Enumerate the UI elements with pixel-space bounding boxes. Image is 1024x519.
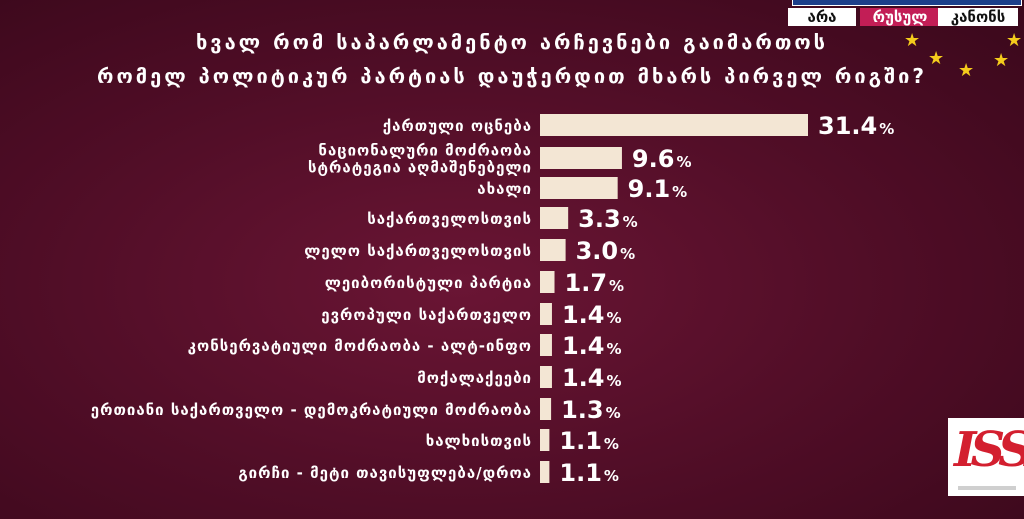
bar-7 bbox=[540, 303, 552, 325]
value-unit: % bbox=[620, 245, 635, 263]
value-number: 3.0 bbox=[576, 237, 619, 265]
category-label-9: მოქალაქეები bbox=[417, 369, 532, 387]
star-icon: ★ bbox=[1006, 30, 1023, 51]
value-unit: % bbox=[623, 213, 638, 231]
value-number: 9.1 bbox=[628, 175, 671, 203]
star-icon: ★ bbox=[928, 48, 945, 69]
category-label-8: კონსერვატიული მოძრაობა - ალტ-ინფო bbox=[188, 337, 532, 355]
bar-10 bbox=[540, 398, 552, 420]
bar-5 bbox=[540, 239, 566, 261]
badge-kanoni: კანონს bbox=[938, 8, 1018, 26]
value-number: 1.4 bbox=[562, 364, 605, 392]
issa-logo-mark: ISSA bbox=[954, 422, 1024, 478]
category-label-5: ლელო საქართველოსთვის bbox=[304, 242, 532, 260]
bar-1 bbox=[540, 114, 808, 136]
issa-logo-subline bbox=[958, 486, 1016, 490]
value-label-5: 3.0% bbox=[576, 237, 636, 265]
value-label-12: 1.1% bbox=[559, 459, 619, 487]
value-unit: % bbox=[604, 435, 619, 453]
title-line-1: ხვალ რომ საპარლამენტო არჩევნები გაიმართო… bbox=[195, 30, 829, 54]
category-label-3: ახალი bbox=[477, 180, 532, 198]
issa-logo: ISSA bbox=[948, 418, 1024, 496]
value-label-2: 9.6% bbox=[632, 145, 692, 173]
value-number: 3.3 bbox=[578, 205, 621, 233]
value-label-4: 3.3% bbox=[578, 205, 638, 233]
category-label-line: კონსერვატიული მოძრაობა - ალტ-ინფო bbox=[188, 337, 532, 355]
category-label-1: ქართული ოცნება bbox=[383, 117, 532, 135]
value-label-11: 1.1% bbox=[559, 427, 619, 455]
category-label-line: ახალი bbox=[477, 180, 532, 198]
bar-8 bbox=[540, 334, 552, 356]
category-label-line: ევროპული საქართველო bbox=[321, 306, 532, 324]
category-label-line: ლეიბორისტული პარტია bbox=[325, 274, 532, 292]
value-label-3: 9.1% bbox=[628, 175, 688, 203]
value-unit: % bbox=[606, 372, 621, 390]
category-label-line: საქართველოსთვის bbox=[367, 210, 532, 228]
value-number: 1.1 bbox=[559, 427, 602, 455]
category-label-12: გირჩი - მეტი თავისუფლება/დროა bbox=[238, 464, 532, 482]
bar-3 bbox=[540, 177, 618, 199]
title-line-2: რომელ პოლიტიკურ პარტიას დაუჭერდით მხარს … bbox=[97, 64, 927, 88]
badge-ara: არა bbox=[788, 8, 856, 26]
channel-badges: არა რუსულ კანონს bbox=[788, 0, 1024, 32]
value-number: 1.7 bbox=[565, 269, 608, 297]
value-unit: % bbox=[604, 467, 619, 485]
badge-top-strip bbox=[792, 0, 1022, 6]
category-label-2: ნაციონალური მოძრაობა სტრატეგია აღმაშენებე… bbox=[308, 142, 532, 177]
category-label-7: ევროპული საქართველო bbox=[321, 306, 532, 324]
value-unit: % bbox=[672, 183, 687, 201]
category-label-line: მოქალაქეები bbox=[417, 369, 532, 387]
value-label-7: 1.4% bbox=[562, 301, 622, 329]
category-label-line: გირჩი - მეტი თავისუფლება/დროა bbox=[238, 464, 532, 482]
badge-rusuli: რუსულ bbox=[860, 8, 940, 26]
value-label-9: 1.4% bbox=[562, 364, 622, 392]
value-unit: % bbox=[879, 120, 894, 138]
category-label-4: საქართველოსთვის bbox=[367, 210, 532, 228]
category-label-line: ქართული ოცნება bbox=[383, 117, 532, 135]
value-unit: % bbox=[606, 340, 621, 358]
value-unit: % bbox=[606, 404, 621, 422]
bar-12 bbox=[540, 461, 550, 483]
bar-2 bbox=[540, 147, 622, 169]
bar-6 bbox=[540, 271, 555, 293]
star-icon: ★ bbox=[958, 60, 975, 81]
category-label-line: ლელო საქართველოსთვის bbox=[304, 242, 532, 260]
category-label-line: ნაციონალური მოძრაობა bbox=[318, 142, 532, 160]
value-number: 31.4 bbox=[818, 112, 877, 140]
category-label-11: ხალხისთვის bbox=[426, 432, 532, 450]
value-unit: % bbox=[606, 309, 621, 327]
bar-9 bbox=[540, 366, 552, 388]
value-number: 9.6 bbox=[632, 145, 675, 173]
value-label-6: 1.7% bbox=[565, 269, 625, 297]
value-number: 1.1 bbox=[559, 459, 602, 487]
category-label-line: სტრატეგია აღმაშენებელი bbox=[308, 159, 532, 177]
value-label-10: 1.3% bbox=[561, 396, 621, 424]
value-number: 1.3 bbox=[561, 396, 604, 424]
value-number: 1.4 bbox=[562, 332, 605, 360]
value-unit: % bbox=[609, 277, 624, 295]
value-label-1: 31.4% bbox=[818, 112, 894, 140]
star-icon: ★ bbox=[993, 50, 1010, 71]
bar-11 bbox=[540, 429, 550, 451]
value-unit: % bbox=[676, 153, 691, 171]
category-label-line: ერთიანი საქართველო - დემოკრატიული მოძრაო… bbox=[91, 401, 532, 419]
value-number: 1.4 bbox=[562, 301, 605, 329]
category-label-line: ხალხისთვის bbox=[426, 432, 532, 450]
star-icon: ★ bbox=[904, 30, 921, 51]
category-label-10: ერთიანი საქართველო - დემოკრატიული მოძრაო… bbox=[91, 401, 532, 419]
category-label-6: ლეიბორისტული პარტია bbox=[325, 274, 532, 292]
bar-4 bbox=[540, 207, 569, 229]
value-label-8: 1.4% bbox=[562, 332, 622, 360]
